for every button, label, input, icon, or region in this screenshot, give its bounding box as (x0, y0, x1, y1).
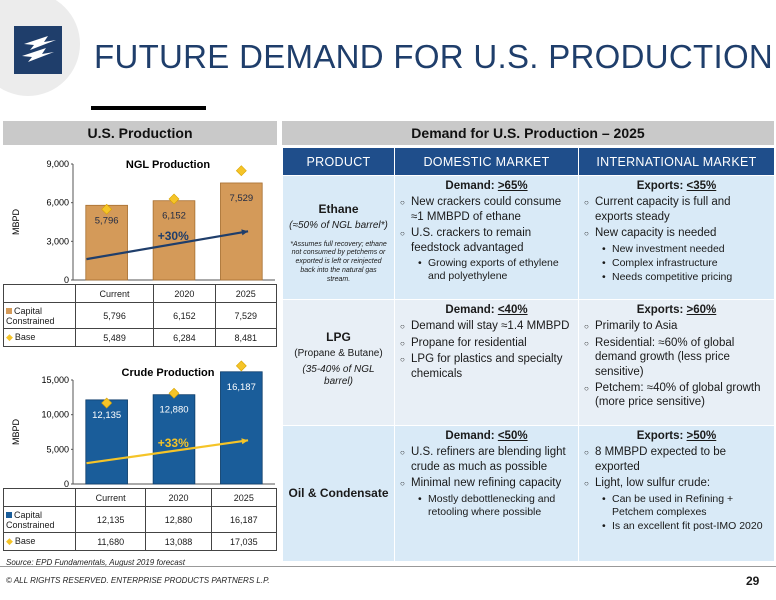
bar-data-label: 12,135 (92, 410, 121, 421)
product-ethane: Ethane (≈50% of NGL barrel*) *Assumes fu… (282, 175, 395, 300)
crude-data-table: Current 2020 2025 Capital Constrained 12… (3, 488, 278, 551)
table-corner (3, 488, 76, 507)
bar-capital-constrained (85, 399, 128, 485)
growth-label: +33% (158, 436, 189, 450)
bar-capital-constrained (220, 371, 263, 485)
growth-arrow (86, 230, 249, 261)
ngl-production-chart: NGL Production MBPD 0 3,000 6,000 9,000 5,796 6… (11, 159, 275, 284)
table-cell: 6,152 (153, 302, 216, 329)
table-row-oil: Oil & Condensate Demand: <50% U.S. refin… (282, 425, 775, 562)
table-cell: 16,187 (210, 506, 278, 533)
bar-data-label: 12,880 (159, 405, 188, 416)
col-header-international: INTERNATIONAL MARKET (578, 147, 775, 176)
y-tick-label: 3,000 (46, 236, 69, 246)
table-row-lpg: LPG (Propane & Butane) (35-40% of NGL ba… (282, 299, 775, 426)
crude-production-chart: Crude Production MBPD 0 5,000 10,000 15,000 12… (11, 360, 275, 488)
copyright-footer: © ALL RIGHTS RESERVED. ENTERPRISE PRODUC… (6, 576, 270, 585)
table-cell: 11,680 (74, 532, 147, 551)
col-header-domestic: DOMESTIC MARKET (394, 147, 579, 176)
product-oil-condensate: Oil & Condensate (282, 425, 395, 562)
table-cell: 12,880 (145, 506, 212, 533)
bar-capital-constrained (152, 394, 196, 485)
international-oil: Exports: >50% 8 MMBPD expected to be exp… (578, 425, 775, 562)
title-underline (91, 106, 206, 110)
y-tick-label: 10,000 (41, 410, 69, 420)
y-tick-label: 9,000 (46, 159, 69, 169)
footer-divider (0, 566, 776, 567)
col-header-product: PRODUCT (282, 147, 395, 176)
source-note: Source: EPD Fundamentals, August 2019 fo… (6, 558, 185, 567)
table-cat: Current (74, 488, 147, 507)
base-marker (101, 397, 113, 409)
y-tick-label: 15,000 (41, 375, 69, 385)
legend-base: ◆ Base (3, 532, 76, 551)
domestic-ethane: Demand: >65% New crackers could consume … (394, 175, 579, 300)
demand-table: PRODUCT DOMESTIC MARKET INTERNATIONAL MA… (282, 147, 775, 562)
bar-data-label: 6,152 (162, 211, 186, 222)
international-ethane: Exports: <35% Current capacity is full a… (578, 175, 775, 300)
growth-arrow (86, 439, 249, 465)
company-logo-icon (14, 26, 62, 74)
table-cell: 7,529 (214, 302, 278, 329)
international-lpg: Exports: >60% Primarily to Asia Resident… (578, 299, 775, 426)
table-cell: 5,796 (74, 302, 155, 329)
chart-title: NGL Production (126, 159, 210, 171)
table-cell: 13,088 (145, 532, 212, 551)
growth-arrowhead (241, 229, 249, 236)
slide-title: FUTURE DEMAND FOR U.S. PRODUCTION (94, 38, 774, 75)
bar-data-label: 5,796 (95, 215, 119, 226)
base-marker (235, 165, 247, 177)
legend-capital-constrained: Capital Constrained (3, 302, 76, 329)
legend-capital-constrained: Capital Constrained (3, 506, 76, 533)
table-cat: 2025 (210, 488, 278, 507)
base-marker (168, 387, 180, 399)
y-tick-label: 0 (64, 479, 69, 488)
table-cell: 6,284 (153, 328, 216, 347)
table-cat: 2020 (145, 488, 212, 507)
y-tick-label: 5,000 (46, 444, 69, 454)
demand-header: Demand for U.S. Production – 2025 (282, 121, 774, 145)
table-corner (3, 284, 76, 303)
domestic-lpg: Demand: <40% Demand will stay ≈1.4 MMBPD… (394, 299, 579, 426)
ngl-data-table: Current 2020 2025 Capital Constrained 5,… (3, 284, 278, 347)
base-marker (101, 203, 113, 215)
base-marker (235, 360, 247, 372)
table-cat: 2020 (153, 284, 216, 303)
chart-title: Crude Production (122, 367, 215, 379)
us-production-header: U.S. Production (3, 121, 277, 145)
page-number: 29 (746, 574, 760, 588)
table-cell: 5,489 (74, 328, 155, 347)
y-axis-label: MBPD (11, 419, 21, 446)
y-tick-label: 0 (64, 275, 69, 284)
base-marker (168, 193, 180, 205)
table-cat: 2025 (214, 284, 278, 303)
growth-arrowhead (241, 438, 249, 445)
bar-data-label: 16,187 (227, 382, 256, 393)
table-cell: 17,035 (210, 532, 278, 551)
y-tick-label: 6,000 (46, 198, 69, 208)
growth-label: +30% (158, 229, 189, 243)
domestic-oil: Demand: <50% U.S. refiners are blending … (394, 425, 579, 562)
y-axis-label: MBPD (11, 209, 21, 236)
legend-base: ◆ Base (3, 328, 76, 347)
table-row-ethane: Ethane (≈50% of NGL barrel*) *Assumes fu… (282, 175, 775, 300)
bar-data-label: 7,529 (229, 193, 253, 204)
table-cell: 12,135 (74, 506, 147, 533)
table-cat: Current (74, 284, 155, 303)
table-cell: 8,481 (214, 328, 278, 347)
product-lpg: LPG (Propane & Butane) (35-40% of NGL ba… (282, 299, 395, 426)
